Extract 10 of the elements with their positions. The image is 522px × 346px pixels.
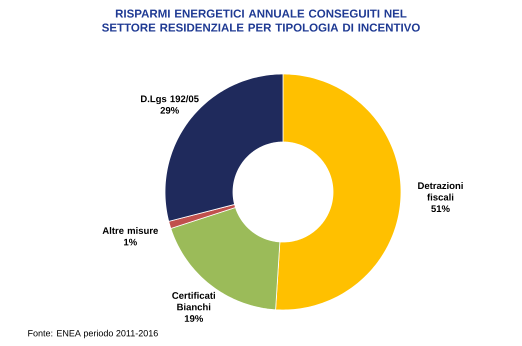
slice-label: D.Lgs 192/05: [140, 95, 199, 104]
data-label: 51%: [431, 205, 450, 212]
slice-label: Detrazioni fiscali: [418, 182, 463, 201]
slice-label: Altre misure: [102, 226, 158, 234]
data-label: 29%: [160, 106, 179, 114]
chart-title: RISPARMI ENERGETICI ANNUALE CONSEGUITI NEL SETTORE RESIDENZIALE PER TIPOLOGIA DI INCENTIVO: [102, 10, 420, 32]
slice-label: Certificati Bianchi: [172, 292, 215, 310]
source-note: Fonte: ENEA periodo 2011-2016: [28, 330, 158, 338]
data-label: 1%: [124, 238, 137, 246]
data-label: 19%: [184, 315, 204, 322]
